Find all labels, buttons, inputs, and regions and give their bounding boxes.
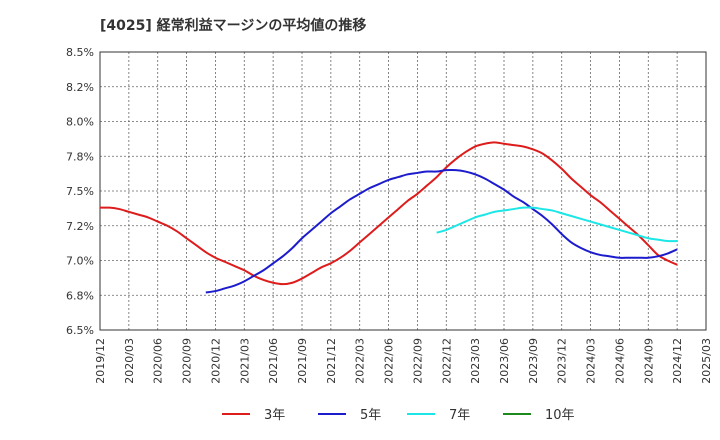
x-tick-label: 2021/03 (238, 338, 251, 384)
x-tick-label: 2024/09 (642, 338, 655, 384)
plot-frame (99, 51, 707, 331)
series-line-2 (436, 206, 678, 243)
series-line-0 (99, 141, 678, 286)
y-tick-label: 7.2% (66, 220, 94, 233)
x-tick-label: 2020/09 (181, 338, 194, 384)
x-tick-label: 2021/12 (325, 338, 338, 384)
x-tick-label: 2024/12 (671, 338, 684, 384)
legend-label: 3年 (264, 408, 285, 423)
x-tick-label: 2020/06 (152, 338, 165, 384)
y-axis: 6.5% 6.8% 7.0% 7.2% 7.5% 7.8% 8.0% 8.2% 8.5% (66, 46, 94, 337)
x-tick-label: 2019/12 (94, 338, 107, 384)
x-tick-label: 2022/03 (354, 338, 367, 384)
legend-label: 5年 (360, 408, 381, 423)
legend: 3年 5年 7年 10年 (222, 408, 575, 423)
x-tick-label: 2023/09 (527, 338, 540, 384)
x-tick-label: 2022/06 (383, 338, 396, 384)
x-tick-label: 2023/12 (556, 338, 569, 384)
y-tick-label: 8.2% (66, 81, 94, 94)
series-line-1 (205, 168, 678, 294)
y-tick-label: 7.5% (66, 185, 94, 198)
x-axis: 2019/12 2020/03 2020/06 2020/09 2020/12 2021/… (94, 338, 713, 384)
x-tick-label: 2023/06 (498, 338, 511, 384)
x-tick-label: 2024/03 (585, 338, 598, 384)
y-tick-label: 6.8% (66, 289, 94, 302)
y-tick-label: 7.8% (66, 150, 94, 163)
x-tick-label: 2022/12 (440, 338, 453, 384)
x-tick-label: 2021/06 (267, 338, 280, 384)
x-tick-label: 2023/03 (469, 338, 482, 384)
legend-label: 10年 (545, 408, 575, 423)
y-tick-label: 8.5% (66, 46, 94, 59)
grid (99, 51, 707, 331)
y-tick-label: 8.0% (66, 116, 94, 129)
y-tick-label: 7.0% (66, 255, 94, 268)
chart-title: [4025] 経常利益マージンの平均値の推移 (100, 17, 366, 34)
x-tick-label: 2020/12 (209, 338, 222, 384)
series-lines (99, 141, 678, 294)
y-tick-label: 6.5% (66, 324, 94, 337)
x-tick-label: 2025/03 (700, 338, 713, 384)
x-tick-label: 2024/06 (613, 338, 626, 384)
x-tick-label: 2021/09 (296, 338, 309, 384)
legend-label: 7年 (449, 408, 470, 423)
x-tick-label: 2020/03 (123, 338, 136, 384)
x-tick-label: 2022/09 (411, 338, 424, 384)
